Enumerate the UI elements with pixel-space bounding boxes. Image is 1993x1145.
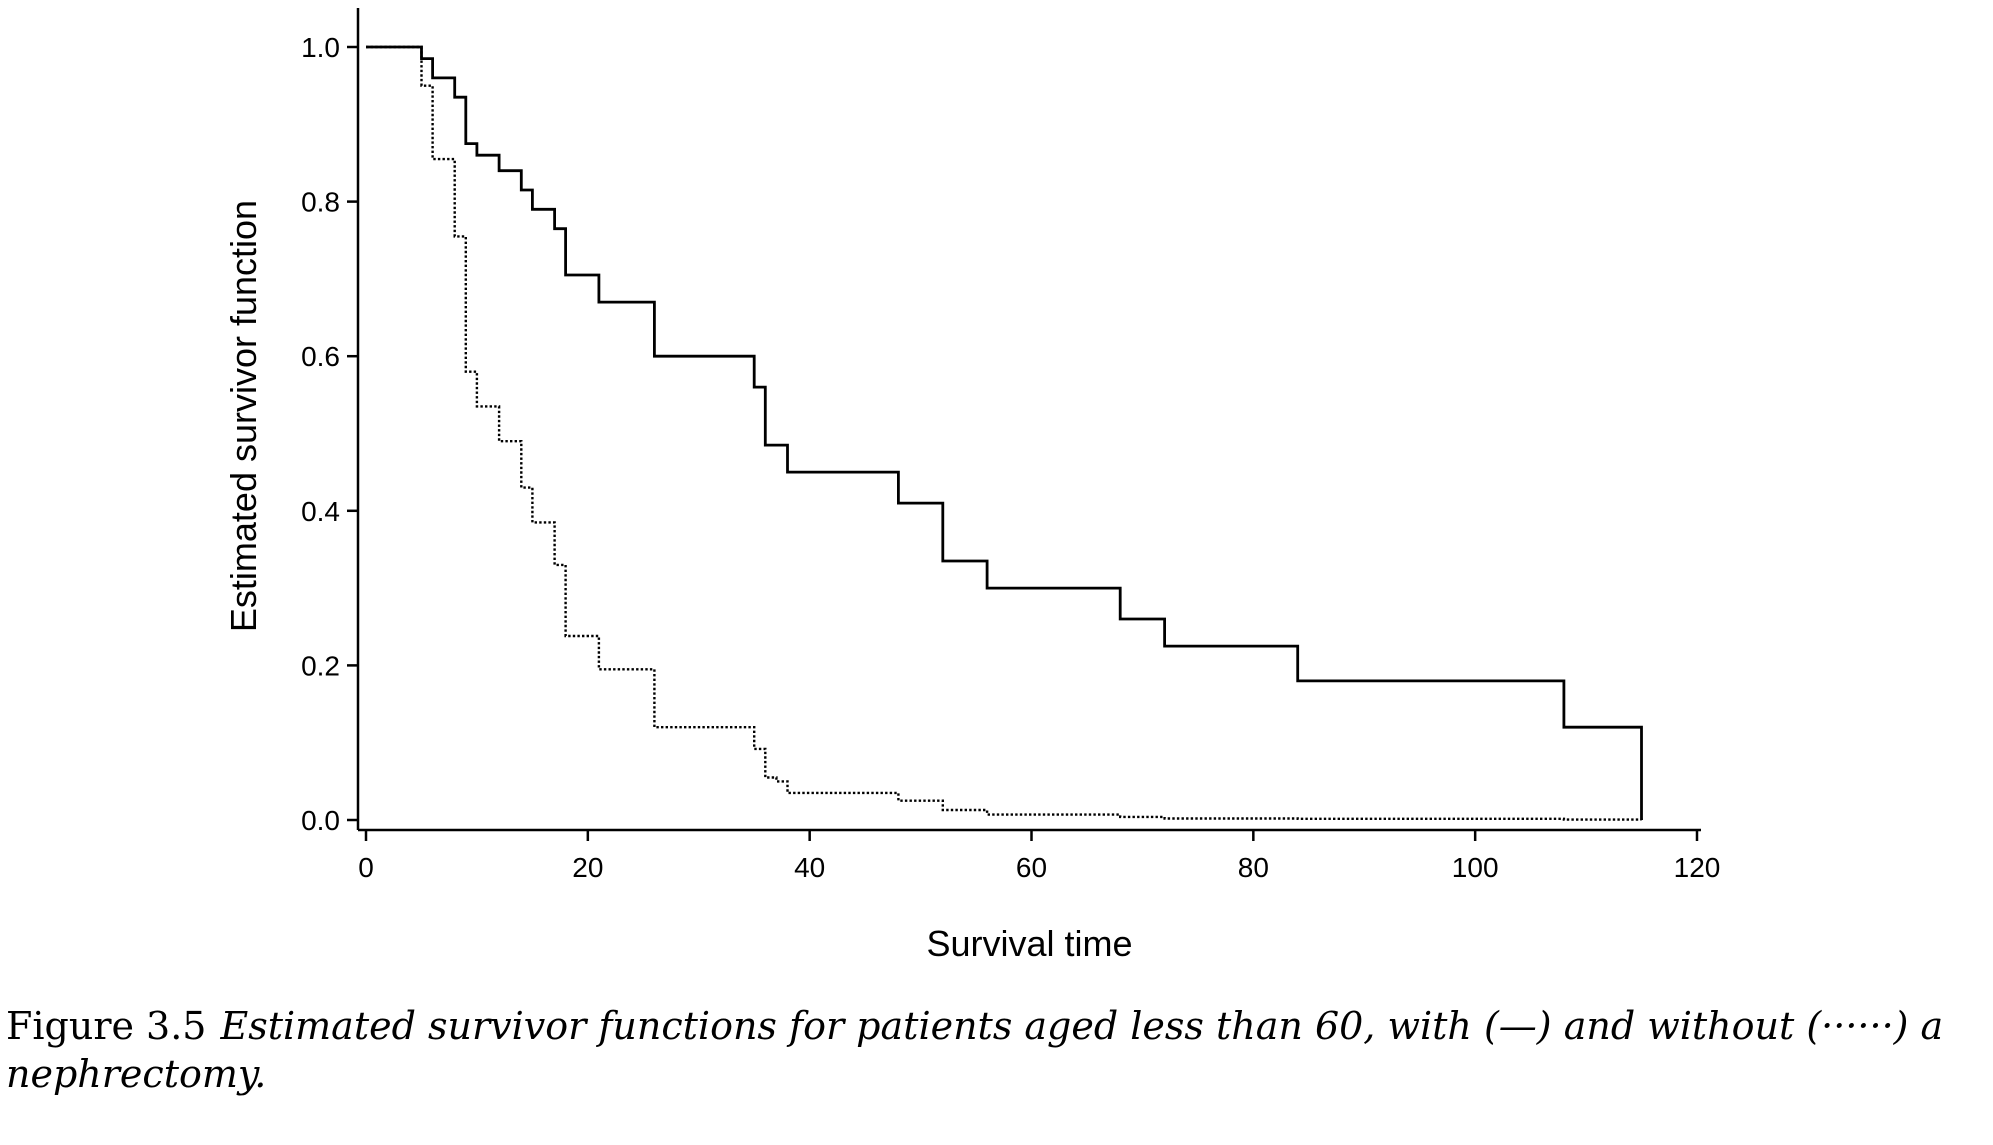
- y-tick-label: 0.0: [301, 805, 340, 836]
- series-layer: [366, 45, 1643, 821]
- y-axis-title: Estimated survivor function: [223, 200, 264, 632]
- y-tick-label: 0.6: [301, 341, 340, 372]
- x-tick-label: 20: [572, 852, 603, 883]
- figure-caption: Figure 3.5 Estimated survivor functions f…: [6, 1002, 1986, 1098]
- x-tick-label: 120: [1674, 852, 1721, 883]
- x-axis-title: Survival time: [926, 923, 1132, 964]
- series-line-without-nephrectomy: [366, 45, 1643, 821]
- series-line-with-nephrectomy: [366, 45, 1643, 820]
- x-tick-label: 100: [1452, 852, 1499, 883]
- y-tick-label: 1.0: [301, 32, 340, 63]
- chart-axes: [356, 8, 1701, 832]
- x-tick-label: 0: [358, 852, 374, 883]
- x-tick-label: 40: [794, 852, 825, 883]
- x-axis-ticks: 0 20 40 60 80 100 120: [358, 830, 1720, 883]
- survivor-function-chart: 0 20 40 60 80 100 120 0.0 0.2 0.4 0.6 0.8 1.0 Survi…: [223, 8, 1720, 964]
- y-tick-label: 0.8: [301, 187, 340, 218]
- y-tick-label: 0.4: [301, 496, 340, 527]
- figure-number: Figure 3.5: [6, 1004, 207, 1048]
- y-axis-ticks: 0.0 0.2 0.4 0.6 0.8 1.0: [301, 32, 358, 836]
- x-tick-label: 80: [1238, 852, 1269, 883]
- y-tick-label: 0.2: [301, 650, 340, 681]
- x-tick-label: 60: [1016, 852, 1047, 883]
- figure-caption-text: Estimated survivor functions for patient…: [6, 1004, 1944, 1096]
